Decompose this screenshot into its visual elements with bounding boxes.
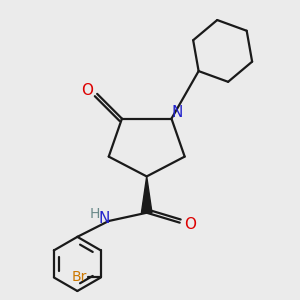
Text: N: N xyxy=(172,105,183,120)
Text: O: O xyxy=(81,83,93,98)
Polygon shape xyxy=(141,176,152,213)
Text: O: O xyxy=(184,217,196,232)
Text: N: N xyxy=(98,211,110,226)
Text: H: H xyxy=(90,207,100,221)
Text: Br: Br xyxy=(72,271,87,284)
